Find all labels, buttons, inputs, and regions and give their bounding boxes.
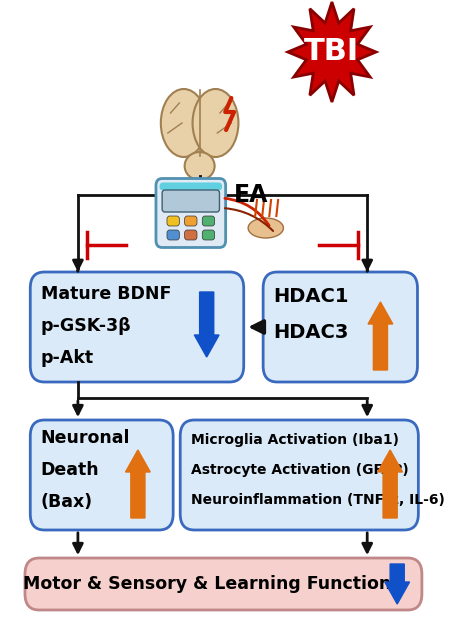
Ellipse shape <box>185 152 215 180</box>
FancyBboxPatch shape <box>185 230 197 240</box>
FancyBboxPatch shape <box>202 216 215 226</box>
FancyArrow shape <box>126 450 150 518</box>
Polygon shape <box>288 2 376 102</box>
FancyBboxPatch shape <box>30 420 173 530</box>
FancyBboxPatch shape <box>30 272 244 382</box>
FancyBboxPatch shape <box>167 216 179 226</box>
Text: EA: EA <box>234 183 268 207</box>
Text: Neuroinflammation (TNF-α, IL-6): Neuroinflammation (TNF-α, IL-6) <box>191 493 445 507</box>
Text: (Bax): (Bax) <box>41 493 93 511</box>
FancyArrow shape <box>368 302 393 370</box>
Text: p-GSK-3β: p-GSK-3β <box>41 317 131 335</box>
FancyBboxPatch shape <box>162 190 219 212</box>
FancyBboxPatch shape <box>25 558 422 610</box>
Ellipse shape <box>248 218 283 238</box>
FancyBboxPatch shape <box>167 230 179 240</box>
Text: Neuronal: Neuronal <box>41 429 130 447</box>
Text: HDAC3: HDAC3 <box>273 324 349 342</box>
Text: HDAC1: HDAC1 <box>273 288 349 307</box>
Text: p-Akt: p-Akt <box>41 349 94 367</box>
FancyBboxPatch shape <box>159 182 222 191</box>
FancyArrow shape <box>385 564 410 604</box>
FancyBboxPatch shape <box>180 420 419 530</box>
FancyBboxPatch shape <box>156 179 226 248</box>
FancyArrow shape <box>194 292 219 357</box>
FancyBboxPatch shape <box>263 272 418 382</box>
Ellipse shape <box>161 89 207 157</box>
Text: Microglia Activation (Iba1): Microglia Activation (Iba1) <box>191 433 399 447</box>
Text: TBI: TBI <box>304 38 360 66</box>
Text: Astrocyte Activation (GFAP): Astrocyte Activation (GFAP) <box>191 463 409 477</box>
FancyArrow shape <box>378 450 402 518</box>
Ellipse shape <box>192 89 238 157</box>
Text: Motor & Sensory & Learning Function: Motor & Sensory & Learning Function <box>23 575 392 593</box>
Text: Death: Death <box>41 461 100 479</box>
FancyBboxPatch shape <box>202 230 215 240</box>
FancyBboxPatch shape <box>185 216 197 226</box>
Text: Mature BDNF: Mature BDNF <box>41 285 171 303</box>
